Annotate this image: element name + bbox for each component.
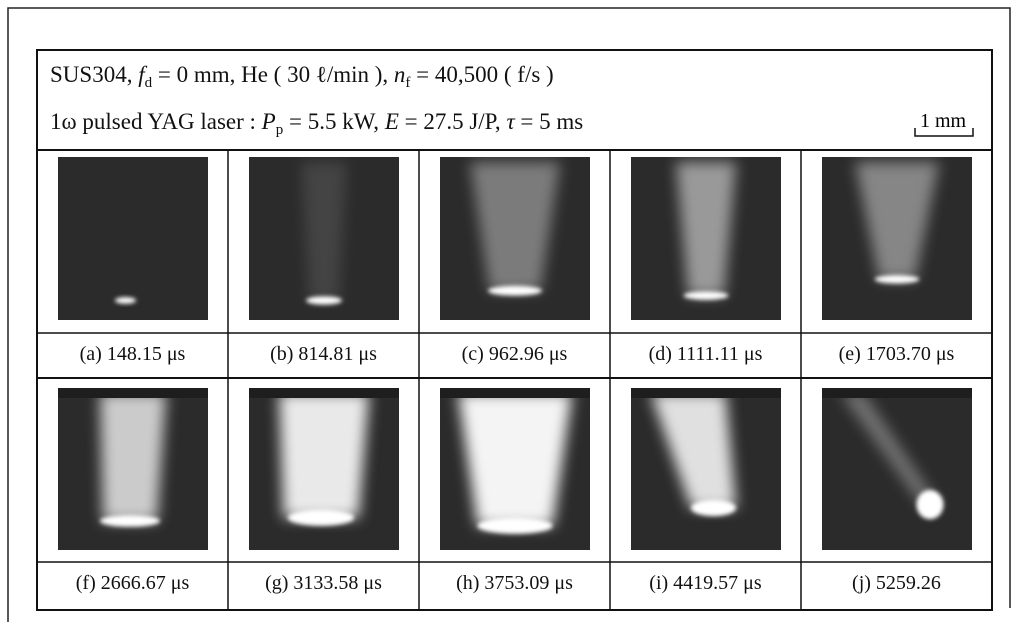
photo-top bbox=[249, 388, 399, 398]
plume bbox=[100, 392, 166, 521]
glow-spot bbox=[306, 296, 342, 305]
header-text: = 0 mm, He ( 30 ℓ/min ), bbox=[152, 62, 394, 87]
panel-photo bbox=[249, 388, 399, 550]
header-line-1: SUS304, fd = 0 mm, He ( 30 ℓ/min ), nf =… bbox=[50, 62, 554, 92]
header-text: f bbox=[138, 62, 145, 87]
glow-spot bbox=[916, 490, 944, 520]
scale-bar-label: 1 mm bbox=[919, 110, 967, 132]
header-text: τ bbox=[506, 109, 515, 134]
header-text: d bbox=[144, 75, 153, 91]
panel-caption: (a) 148.15 μs bbox=[79, 343, 186, 365]
panel-caption: (j) 5259.26 bbox=[852, 572, 941, 594]
panel-photo bbox=[822, 157, 972, 320]
glow-spot bbox=[488, 285, 542, 296]
photo-top bbox=[822, 388, 972, 398]
header-text: n bbox=[393, 62, 406, 87]
glow-spot bbox=[115, 297, 136, 304]
plume bbox=[470, 161, 560, 291]
panel-caption: (c) 962.96 μs bbox=[461, 343, 568, 365]
header-text: p bbox=[275, 122, 284, 138]
glow-spot bbox=[683, 291, 729, 300]
header-line-2: 1ω pulsed YAG laser : Pp = 5.5 kW, E = 2… bbox=[50, 109, 583, 139]
header-text: = 5 ms bbox=[514, 109, 584, 134]
panel-caption: (h) 3753.09 μs bbox=[456, 572, 573, 594]
panel-photo bbox=[631, 157, 781, 320]
header-text: = 40,500 ( f/s ) bbox=[410, 62, 554, 87]
panel-caption: (d) 1111.11 μs bbox=[648, 343, 763, 365]
photo-top bbox=[631, 388, 781, 398]
panel-photo bbox=[249, 157, 399, 320]
panel-caption: (e) 1703.70 μs bbox=[838, 343, 955, 365]
plume bbox=[676, 161, 736, 296]
plume bbox=[279, 392, 369, 518]
plume bbox=[301, 161, 347, 301]
header-text: = 27.5 J/P, bbox=[398, 109, 507, 134]
glow-spot bbox=[288, 509, 354, 526]
photo-top bbox=[440, 388, 590, 398]
plume bbox=[458, 392, 572, 526]
plume bbox=[855, 161, 939, 280]
photo-bg bbox=[58, 157, 208, 320]
header-text: f bbox=[405, 75, 411, 91]
glow-spot bbox=[477, 517, 553, 534]
photo-top bbox=[58, 388, 208, 398]
glow-spot bbox=[100, 515, 160, 527]
header-text: E bbox=[384, 109, 399, 134]
plume bbox=[650, 392, 736, 508]
glow-spot bbox=[691, 499, 736, 516]
header-text: 1ω pulsed YAG laser : bbox=[50, 109, 262, 134]
header-text: = 5.5 kW, bbox=[283, 109, 385, 134]
header-text: SUS304, bbox=[50, 62, 139, 87]
panel-photo bbox=[822, 388, 972, 550]
panel-caption: (b) 814.81 μs bbox=[270, 343, 377, 365]
panel-caption: (f) 2666.67 μs bbox=[75, 572, 190, 594]
panel-photo bbox=[58, 388, 208, 550]
panel-photo bbox=[58, 157, 208, 320]
panel-photo bbox=[631, 388, 781, 550]
glow-spot bbox=[874, 275, 920, 284]
panel-caption: (g) 3133.58 μs bbox=[265, 572, 382, 594]
panel-photo bbox=[440, 388, 590, 550]
plume bbox=[840, 392, 939, 505]
panel-photo bbox=[440, 157, 590, 320]
header-text: P bbox=[261, 109, 276, 134]
panel-caption: (i) 4419.57 μs bbox=[649, 572, 762, 594]
